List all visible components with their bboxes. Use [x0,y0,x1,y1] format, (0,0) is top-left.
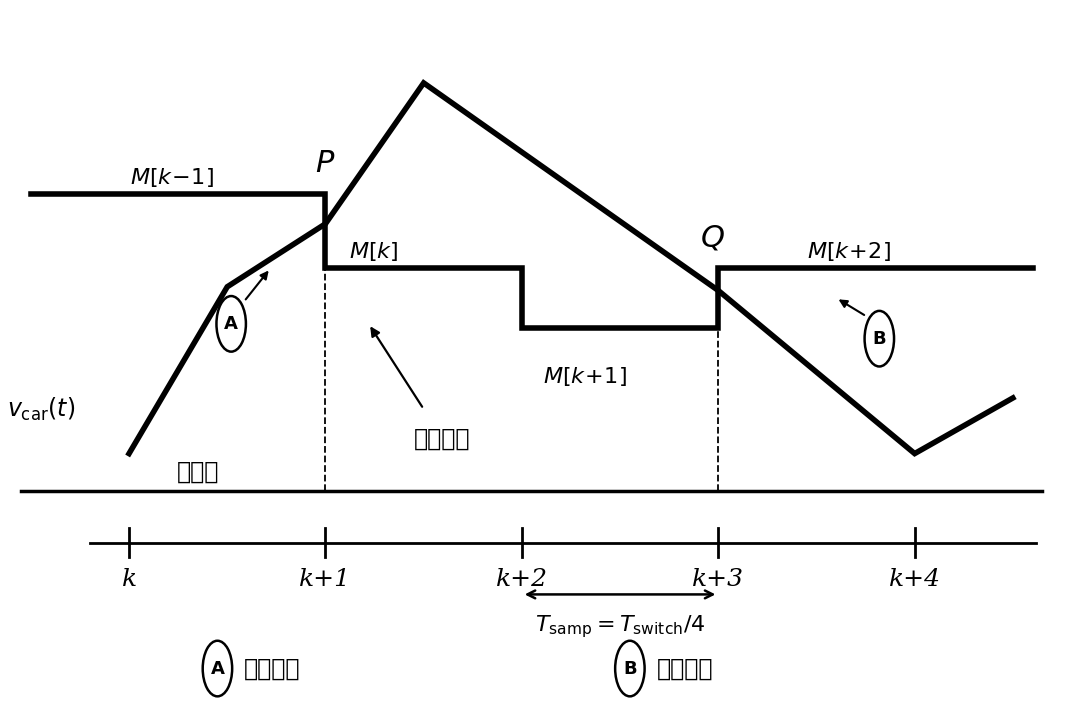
Text: k+1: k+1 [300,568,352,592]
Text: $\mathbf{\mathit{P}}$: $\mathbf{\mathit{P}}$ [315,148,336,180]
Text: A: A [224,315,238,333]
Text: ：高有效: ：高有效 [244,657,300,681]
Text: $\mathbf{\mathit{Q}}$: $\mathbf{\mathit{Q}}$ [700,223,725,253]
Text: A: A [210,660,224,677]
Text: 纵向穿越: 纵向穿越 [414,427,470,451]
Text: k+4: k+4 [889,568,941,592]
Text: B: B [873,329,886,348]
Text: $M[k\!+\!1]$: $M[k\!+\!1]$ [543,365,627,387]
Text: ：低有效: ：低有效 [656,657,713,681]
Text: B: B [623,660,637,677]
Text: $M[k\!-\!1]$: $M[k\!-\!1]$ [130,165,214,189]
Text: $M[k]$: $M[k]$ [349,240,399,263]
Text: k+3: k+3 [692,568,744,592]
Text: k+2: k+2 [496,568,548,592]
Text: $T_{\mathrm{samp}}=T_{\mathrm{switch}}/4$: $T_{\mathrm{samp}}=T_{\mathrm{switch}}/4… [535,613,705,640]
Text: 低电平: 低电平 [177,460,219,484]
Text: $M[k\!+\!2]$: $M[k\!+\!2]$ [807,240,890,263]
Text: $v_{\mathrm{car}}(t)$: $v_{\mathrm{car}}(t)$ [8,395,76,423]
Text: k: k [121,568,136,592]
